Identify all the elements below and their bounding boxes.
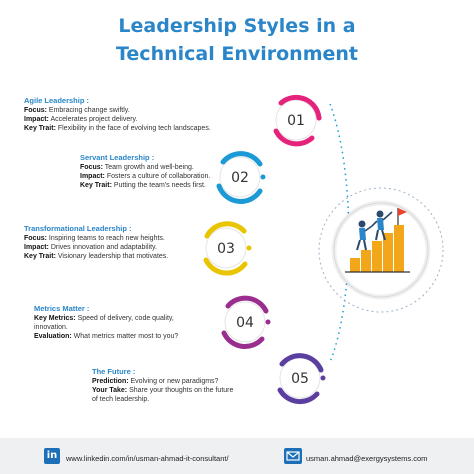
item-text: Flexibility in the face of evolving tech… [55,125,211,132]
item-text: What metrics matter most to you? [71,333,179,340]
step-01-marker: 01 [273,94,322,147]
item-servant-leadership: Servant Leadership : Focus: Team growth … [80,153,220,190]
item-heading: The Future : [92,367,136,376]
mail-icon[interactable] [284,448,302,464]
item-label: Focus: [80,164,103,171]
email-link[interactable]: usman.ahmad@exergysystems.com [306,454,428,463]
item-transformational-leadership: Transformational Leadership : Focus: Ins… [24,224,204,261]
step-03-number: 03 [217,241,235,257]
item-text: Speed of delivery, code quality, [75,315,174,322]
item-label: Key Trait: [24,125,56,132]
item-label: Key Metrics: [34,315,76,322]
item-text: Share your thoughts on the future [127,387,234,394]
item-metrics-matter: Metrics Matter : Key Metrics: Speed of d… [34,304,214,341]
item-label: Key Trait: [80,182,112,189]
item-text: Inspiring teams to reach new heights. [46,235,165,242]
step-02-number: 02 [231,170,249,186]
title-line-1: Leadership Styles in a [118,15,356,37]
item-label: Focus: [24,107,47,114]
linkedin-icon[interactable]: in [44,448,60,464]
item-text: Putting the team's needs first. [111,182,206,189]
step-02-marker: 02 [216,151,266,204]
center-outer-dashed-circle [318,187,444,313]
page-title: Leadership Styles in a Technical Environ… [0,12,474,68]
diagram-graphic: 01 02 03 04 05 [203,94,444,405]
step-01-number: 01 [287,113,305,129]
title-line-2: Technical Environment [115,43,358,65]
item-text: Team growth and well-being. [102,164,194,171]
item-text: Accelerates project delivery. [48,116,138,123]
step-05-number: 05 [291,371,309,387]
step-05-marker: 05 [277,353,326,405]
item-label: Impact: [24,244,49,251]
item-label: Your Take: [92,387,128,394]
item-label: Prediction: [92,378,129,385]
item-label: Focus: [24,235,47,242]
item-label: Evaluation: [34,333,72,340]
item-text: innovation. [34,324,68,331]
item-label: Impact: [80,173,105,180]
item-label: Key Trait: [24,253,56,260]
item-heading: Metrics Matter : [34,304,90,313]
item-label: Impact: [24,116,49,123]
item-text: Evolving or new paradigms? [128,378,219,385]
item-agile-leadership: Agile Leadership : Focus: Embracing chan… [24,96,269,133]
team-climbing-steps-icon [345,208,410,273]
item-the-future: The Future : Prediction: Evolving or new… [92,367,272,404]
footer-bar [0,438,474,474]
item-text: Embracing change swiftly. [46,107,130,114]
step-04-number: 04 [236,315,254,331]
linkedin-link[interactable]: www.linkedin.com/in/usman-ahmad-it-consu… [66,454,229,463]
item-heading: Servant Leadership : [80,153,155,162]
item-text: Fosters a culture of collaboration. [104,173,211,180]
item-heading: Transformational Leadership : [24,224,132,233]
item-text: of tech leadership. [92,396,150,403]
item-text: Drives innovation and adaptability. [48,244,157,251]
item-heading: Agile Leadership : [24,96,90,105]
step-03-marker: 03 [203,221,252,276]
step-04-marker: 04 [221,295,271,350]
item-text: Visionary leadership that motivates. [55,253,169,260]
